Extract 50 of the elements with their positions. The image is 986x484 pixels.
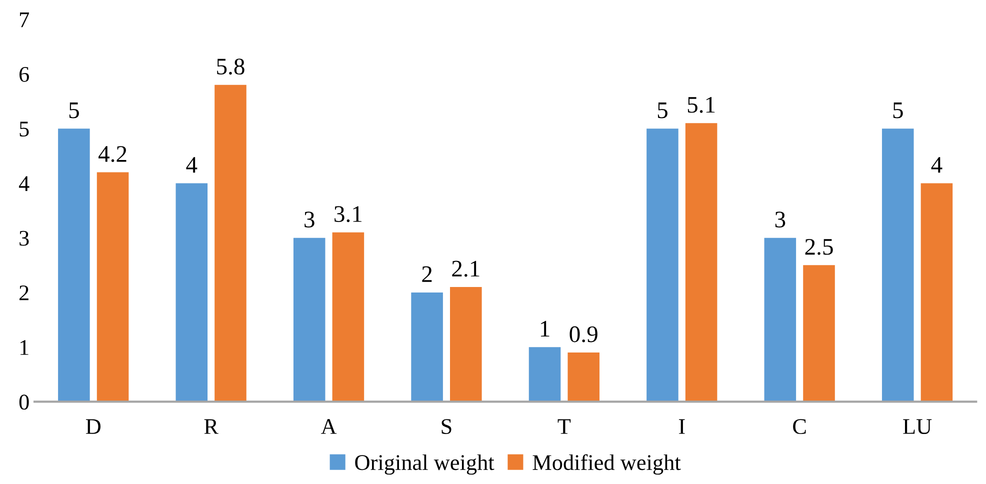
- legend-label: Original weight: [355, 454, 494, 475]
- bar: [646, 128, 678, 402]
- data-label: 5.1: [688, 96, 715, 113]
- data-label: 3: [304, 212, 314, 228]
- bar: [764, 238, 796, 402]
- data-label: 5: [69, 102, 79, 118]
- data-label: 4: [186, 157, 198, 173]
- data-label: 5: [893, 102, 903, 118]
- bar: [58, 128, 90, 402]
- bar: [528, 347, 561, 402]
- x-tick-label: C: [793, 419, 806, 434]
- data-label: 3: [775, 212, 786, 228]
- x-tick-label: I: [678, 419, 685, 434]
- bar: [568, 352, 600, 402]
- data-label: 4: [931, 157, 942, 173]
- data-label: 0.9: [570, 326, 598, 342]
- y-tick-label: 3: [20, 230, 29, 246]
- bar: [803, 265, 835, 402]
- x-tick-label: T: [558, 419, 571, 434]
- data-label: 1: [540, 320, 550, 337]
- y-tick-label: 0: [19, 394, 29, 410]
- legend-label: Modified weight: [532, 454, 681, 475]
- data-label: 4.2: [98, 146, 126, 162]
- bar: [293, 238, 326, 402]
- bar: [332, 232, 364, 402]
- x-tick-label: S: [442, 419, 452, 434]
- bar: [685, 123, 718, 402]
- bar: [96, 172, 129, 402]
- y-tick-label: 2: [20, 285, 28, 300]
- data-label: 2.5: [805, 238, 833, 255]
- data-label: 3.1: [334, 206, 362, 222]
- data-label: 2: [422, 266, 432, 282]
- y-tick-label: 5: [20, 122, 29, 137]
- x-tick-label: D: [86, 419, 100, 434]
- y-tick-label: 4: [18, 176, 30, 191]
- data-label: 5: [658, 102, 668, 118]
- bar: [411, 292, 443, 402]
- bar: [176, 183, 208, 402]
- y-tick-label: 7: [20, 12, 30, 28]
- x-tick-label: LU: [903, 419, 932, 434]
- x-tick-label: R: [204, 419, 218, 434]
- data-label: 2.1: [452, 260, 480, 277]
- bar: [214, 84, 246, 402]
- data-label: 5.8: [217, 58, 244, 75]
- y-tick-label: 1: [20, 340, 28, 355]
- bar: [450, 287, 482, 402]
- bar: [882, 128, 914, 402]
- bar: [920, 183, 953, 402]
- y-tick-label: 6: [19, 66, 29, 82]
- x-tick-label: A: [320, 419, 337, 434]
